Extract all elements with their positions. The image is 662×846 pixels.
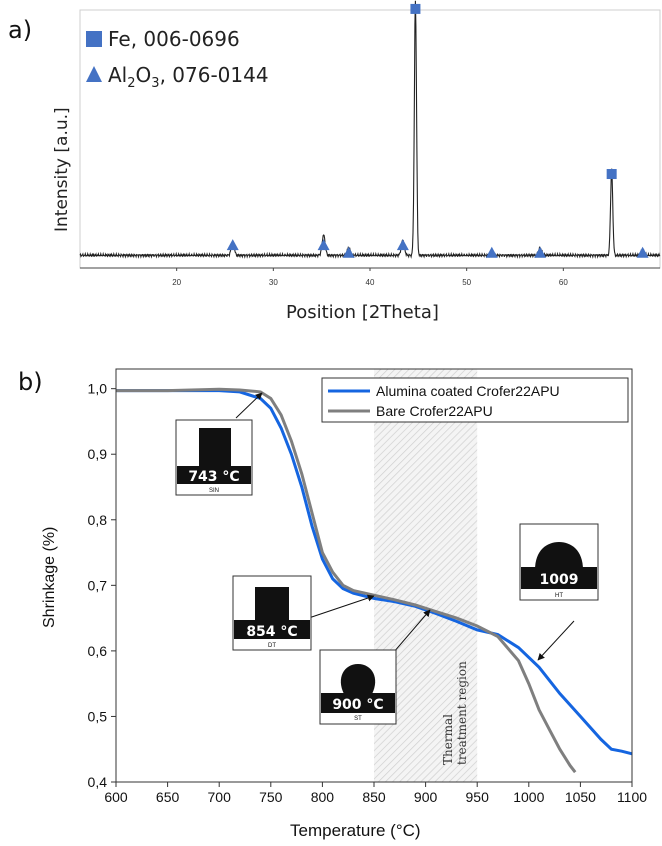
- panel-b-x-tick-label: 1100: [617, 789, 647, 805]
- fe-peak-marker: [606, 169, 617, 180]
- inset-st-base: [321, 693, 395, 713]
- inset-st-temp: 900 °C: [332, 697, 383, 713]
- inset-sin-base: [177, 466, 251, 484]
- arrow-1009: [537, 620, 575, 661]
- inset-ht-sample: [535, 542, 583, 570]
- fe-legend-text: Fe, 006-0696: [108, 27, 240, 51]
- panel-a-phase-markers: [226, 3, 649, 258]
- panel-a-legend: Fe, 006-0696 Al2O3, 076-0144: [86, 27, 269, 91]
- panel-b-plot-frame: [115, 368, 633, 783]
- inset-sin-sample: [199, 428, 231, 468]
- panel-a-xrd-pattern: [79, 0, 661, 259]
- panel-a-x-tick-label: 40: [366, 278, 375, 287]
- inset-deformation: 854 °C DT: [232, 575, 312, 651]
- arrow-743: [235, 392, 263, 419]
- panel-a-label: a): [8, 16, 32, 44]
- al2o3-legend-text: Al2O3, 076-0144: [108, 63, 269, 91]
- panel-a-y-label: Intensity [a.u.]: [52, 107, 72, 232]
- panel-a-x-label: Position [2Theta]: [286, 302, 439, 323]
- panel-b-x-tick-label: 900: [414, 789, 438, 805]
- panel-b-y-label: Shrinkage (%): [41, 527, 58, 628]
- inset-sintering: 743 °C SIN: [175, 419, 253, 496]
- panel-b-y-tick-label: 0,6: [88, 643, 108, 659]
- panel-b-y-tick-label: 0,9: [88, 446, 108, 462]
- fe-peak-marker: [410, 3, 421, 14]
- panel-a: a) 20 30 40 50 60 Intensity [a.u.] Position …: [8, 0, 661, 323]
- panel-b-x-tick-label: 600: [104, 789, 128, 805]
- panel-a-x-tick-label: 60: [559, 278, 568, 287]
- al2o3-peak-marker: [534, 246, 547, 258]
- panel-b-x-tick-label: 750: [259, 789, 283, 805]
- thermal-region-label-line1: Thermal: [441, 714, 455, 765]
- panel-a-x-tick-label: 30: [269, 278, 278, 287]
- legend-label-alumina-coated: Alumina coated Crofer22APU: [376, 383, 560, 399]
- panel-a-x-tick-label: 50: [462, 278, 471, 287]
- inset-sphere: 900 °C ST: [319, 649, 397, 725]
- panel-b-x-tick-label: 850: [362, 789, 386, 805]
- al2o3-peak-marker: [226, 239, 239, 251]
- al2o3-peak-marker: [342, 246, 355, 258]
- panel-b-legend-box: [321, 377, 629, 423]
- panel-b-y-tick-label: 1,0: [88, 381, 108, 397]
- panel-b-y-tick-label: 0,5: [88, 708, 108, 724]
- series-line-bare-crofer: [116, 387, 577, 774]
- panel-a-x-tick-label: 20: [172, 278, 181, 287]
- thermal-region-label-line2: treatment region: [455, 661, 469, 765]
- legend-label-bare-crofer: Bare Crofer22APU: [376, 403, 493, 419]
- panel-b-x-tick-label: 800: [311, 789, 335, 805]
- panel-b-x-tick-label: 950: [466, 789, 490, 805]
- inset-st-sample: [340, 664, 376, 694]
- panel-b-x-tick-label: 700: [208, 789, 232, 805]
- panel-b-x-tick-label: 1050: [565, 789, 596, 805]
- al2o3-peak-marker: [317, 239, 330, 251]
- inset-dt-base: [234, 620, 310, 639]
- panel-a-x-axis: 20 30 40 50 60: [80, 267, 660, 287]
- panel-b-label: b): [18, 368, 43, 396]
- panel-b-axes: 600 650 700 750 800 850 900 950 1000 1050 1100 0,4 0…: [88, 381, 648, 805]
- inset-ht-base: [521, 567, 597, 589]
- inset-st-tag: ST: [354, 716, 362, 722]
- thermal-region-label: Thermal treatment region: [441, 661, 469, 765]
- panel-b: b) Thermal treatment region 600 650 700 750…: [18, 368, 647, 840]
- inset-ht-temp: 1009: [540, 572, 579, 588]
- panel-b-y-tick-label: 0,7: [88, 577, 108, 593]
- al2o3-peak-marker: [636, 246, 649, 258]
- fe-legend-marker: [86, 31, 102, 47]
- inset-dt-temp: 854 °C: [246, 624, 297, 640]
- panel-b-y-tick-label: 0,8: [88, 512, 108, 528]
- panel-b-x-tick-label: 650: [156, 789, 180, 805]
- al2o3-peak-marker: [396, 239, 409, 251]
- panel-b-legend: Alumina coated Crofer22APU Bare Crofer22…: [321, 377, 629, 423]
- inset-sin-tag: SIN: [209, 488, 219, 494]
- panel-b-x-tick-label: 1000: [513, 789, 544, 805]
- panel-b-x-label: Temperature (°C): [290, 821, 421, 840]
- al2o3-peak-marker: [485, 246, 498, 258]
- inset-hemisphere: 1009 HT: [519, 523, 599, 601]
- inset-ht-tag: HT: [555, 593, 563, 599]
- al2o3-legend-marker: [86, 66, 102, 82]
- inset-sin-temp: 743 °C: [188, 469, 239, 485]
- inset-dt-sample: [255, 587, 289, 623]
- panel-b-y-tick-label: 0,4: [88, 774, 108, 790]
- inset-dt-tag: DT: [268, 643, 276, 649]
